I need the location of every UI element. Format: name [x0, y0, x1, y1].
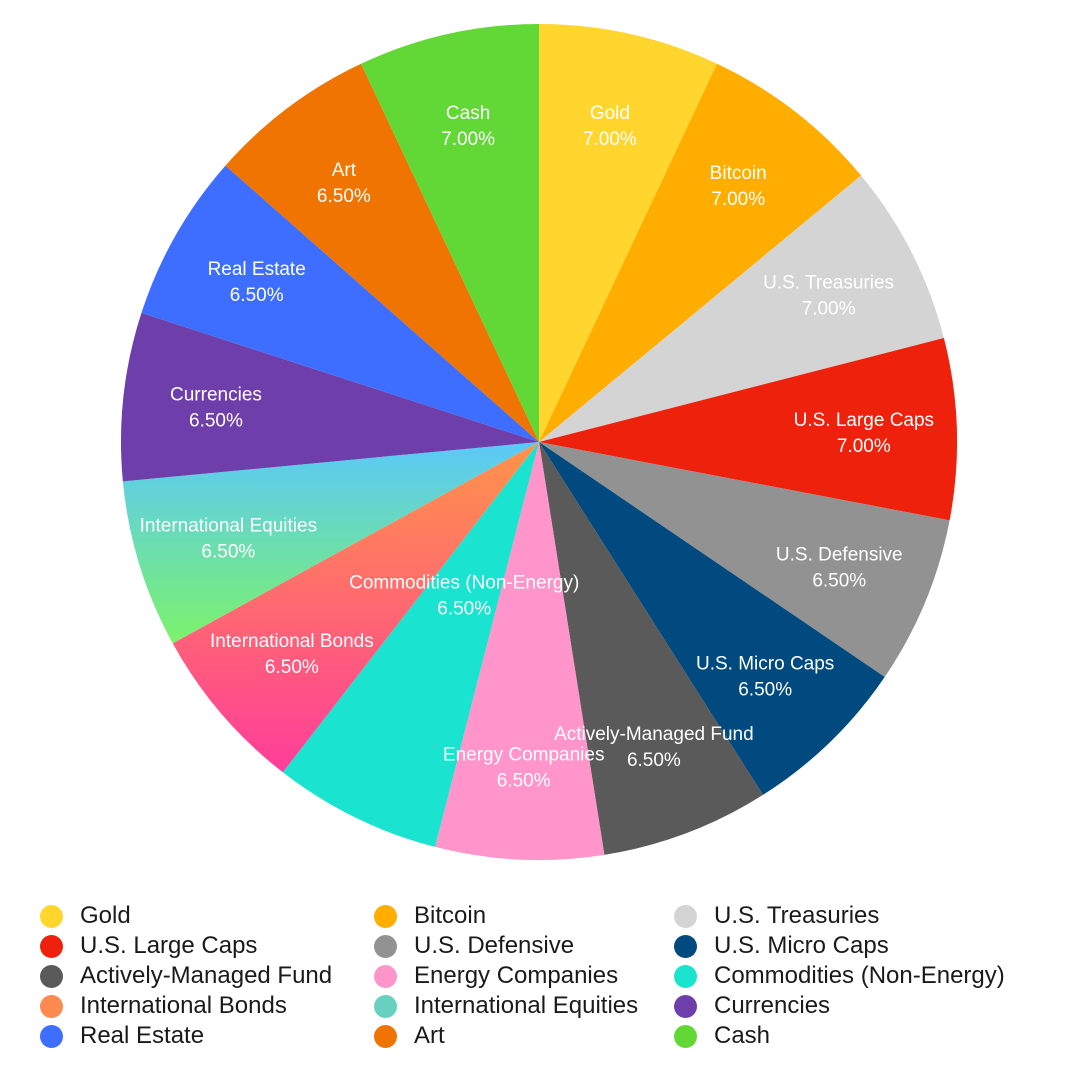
legend-item-u-s-defensive: U.S. Defensive: [374, 932, 674, 960]
slice-label-u-s-treasuries: U.S. Treasuries 7.00%: [763, 272, 894, 319]
legend-swatch-icon: [40, 1024, 63, 1048]
legend-item-cash: Cash: [674, 1022, 1054, 1050]
slice-label-energy-companies: Energy Companies 6.50%: [443, 745, 605, 792]
pie-slice-international-equities: [122, 442, 539, 644]
legend-item-commodities-non-energy: Commodities (Non-Energy): [674, 962, 1054, 990]
slice-label-international-bonds: International Bonds 6.50%: [210, 631, 374, 678]
pie-slice-real-estate: [141, 165, 539, 442]
legend-label: International Bonds: [80, 992, 287, 1019]
legend-label: Cash: [714, 1022, 771, 1049]
slice-label-cash: Cash 7.00%: [441, 103, 495, 150]
pie-slice-u-s-micro-caps: [539, 442, 885, 795]
pie-slice-art: [225, 63, 540, 443]
legend-label: Commodities (Non-Energy): [714, 962, 1005, 989]
legend-item-bitcoin: Bitcoin: [374, 902, 674, 930]
legend-swatch-icon: [674, 964, 697, 988]
legend-swatch-icon: [40, 904, 63, 928]
slice-label-u-s-micro-caps: U.S. Micro Caps 6.50%: [696, 653, 834, 700]
legend-swatch-icon: [674, 934, 697, 958]
slice-label-art: Art 6.50%: [317, 160, 371, 207]
legend-item-u-s-large-caps: U.S. Large Caps: [40, 932, 374, 960]
legend-label: U.S. Large Caps: [80, 932, 258, 959]
legend-item-art: Art: [374, 1022, 674, 1050]
legend-label: Gold: [80, 902, 131, 929]
slice-label-gold: Gold 7.00%: [583, 103, 637, 150]
legend-swatch-icon: [374, 1024, 397, 1048]
pie-slice-bitcoin: [539, 63, 862, 443]
legend-item-international-equities: International Equities: [374, 992, 674, 1020]
legend-swatch-icon: [40, 994, 63, 1018]
pie-slice-u-s-defensive: [539, 442, 950, 677]
legend-swatch-icon: [374, 904, 397, 928]
legend-swatch-icon: [374, 964, 397, 988]
legend-item-u-s-treasuries: U.S. Treasuries: [674, 902, 1054, 930]
legend-item-international-bonds: International Bonds: [40, 992, 374, 1020]
legend-item-real-estate: Real Estate: [40, 1022, 374, 1050]
slice-label-u-s-large-caps: U.S. Large Caps 7.00%: [794, 410, 934, 457]
legend-item-currencies: Currencies: [674, 992, 1054, 1020]
pie-slice-gold: [539, 24, 717, 442]
legend-item-u-s-micro-caps: U.S. Micro Caps: [674, 932, 1054, 960]
pie-slice-cash: [361, 24, 539, 442]
legend-label: Bitcoin: [414, 902, 487, 929]
legend-swatch-icon: [674, 904, 697, 928]
pie-chart-svg: Gold 7.00% Bitcoin 7.00% U.S. Treasuries 7.00…: [121, 24, 957, 860]
slice-label-u-s-defensive: U.S. Defensive 6.50%: [776, 544, 903, 591]
legend-label: U.S. Defensive: [414, 932, 575, 959]
legend-label: Real Estate: [80, 1022, 205, 1049]
legend-label: U.S. Micro Caps: [714, 932, 889, 959]
pie-slice-currencies: [121, 312, 539, 482]
pie-slice-commodities-non-energy: [282, 442, 539, 847]
legend-label: Energy Companies: [414, 962, 619, 989]
legend-swatch-icon: [40, 934, 63, 958]
pie-slice-actively-managed-fund: [539, 442, 763, 855]
slice-label-international-equities: International Equities 6.50%: [140, 516, 317, 563]
slice-label-commodities-non-energy: Commodities (Non-Energy) 6.50%: [349, 573, 579, 620]
chart-legend: Gold Bitcoin U.S. Treasuries U.S. Large Cap…: [40, 902, 1060, 1050]
legend-swatch-icon: [374, 934, 397, 958]
legend-swatch-icon: [674, 994, 697, 1018]
legend-label: Actively-Managed Fund: [80, 962, 333, 989]
pie-slice-u-s-large-caps: [539, 338, 957, 521]
pie-slice-international-bonds: [172, 442, 540, 773]
legend-label: Currencies: [714, 992, 831, 1019]
slice-label-bitcoin: Bitcoin 7.00%: [710, 163, 767, 210]
slice-label-actively-managed-fund: Actively-Managed Fund 6.50%: [554, 724, 754, 771]
slice-label-currencies: Currencies 6.50%: [170, 384, 262, 431]
pie-slice-u-s-treasuries: [539, 175, 944, 443]
legend-item-actively-managed-fund: Actively-Managed Fund: [40, 962, 374, 990]
legend-label: International Equities: [414, 992, 639, 1019]
legend-swatch-icon: [374, 994, 397, 1018]
legend-label: U.S. Treasuries: [714, 902, 880, 929]
legend-item-energy-companies: Energy Companies: [374, 962, 674, 990]
legend-swatch-icon: [40, 964, 63, 988]
legend-swatch-icon: [674, 1024, 697, 1048]
legend-item-gold: Gold: [40, 902, 374, 930]
slice-label-real-estate: Real Estate 6.50%: [208, 259, 306, 306]
pie-slice-energy-companies: [435, 442, 605, 860]
legend-label: Art: [414, 1022, 445, 1049]
